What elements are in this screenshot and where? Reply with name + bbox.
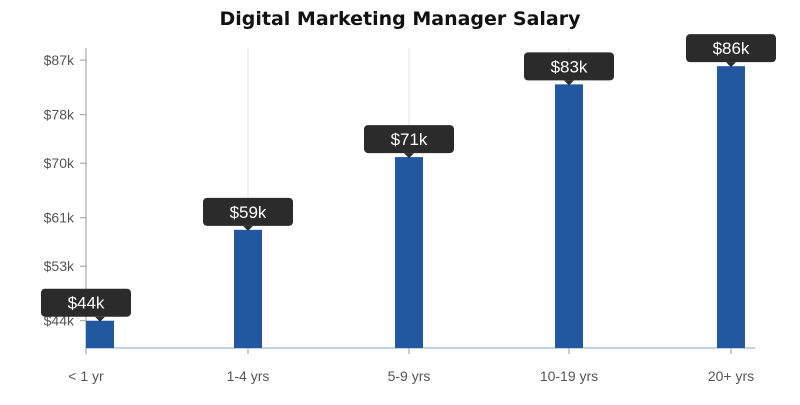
y-tick-label: $70k	[44, 155, 75, 171]
data-label: $44k	[68, 294, 105, 313]
x-tick-label: 20+ yrs	[708, 368, 754, 384]
data-label-pointer	[726, 62, 736, 68]
data-label-box	[203, 197, 293, 226]
data-label: $71k	[391, 130, 428, 149]
data-label: $83k	[551, 57, 588, 76]
data-label-box	[686, 34, 776, 63]
x-tick-label: 1-4 yrs	[227, 368, 270, 384]
x-tick-label: 10-19 yrs	[540, 368, 598, 384]
x-tick-label: < 1 yr	[68, 368, 104, 384]
data-label: $86k	[713, 39, 750, 58]
bar	[234, 229, 262, 348]
data-label-box	[364, 125, 454, 154]
bar	[395, 157, 423, 348]
bar	[555, 84, 583, 348]
data-label: $59k	[230, 203, 267, 222]
x-tick-label: 5-9 yrs	[388, 368, 431, 384]
data-label-pointer	[95, 316, 105, 322]
bar	[717, 66, 745, 348]
data-label-pointer	[564, 80, 574, 86]
data-label-pointer	[243, 225, 253, 231]
y-tick-label: $87k	[44, 52, 75, 68]
data-label-pointer	[404, 153, 414, 159]
chart-title: Digital Marketing Manager Salary	[219, 8, 581, 30]
data-label-box	[41, 288, 131, 317]
y-tick-label: $78k	[44, 107, 75, 123]
bar	[86, 320, 114, 348]
y-tick-label: $53k	[44, 258, 75, 274]
data-label-box	[524, 52, 614, 81]
y-tick-label: $61k	[44, 210, 75, 226]
